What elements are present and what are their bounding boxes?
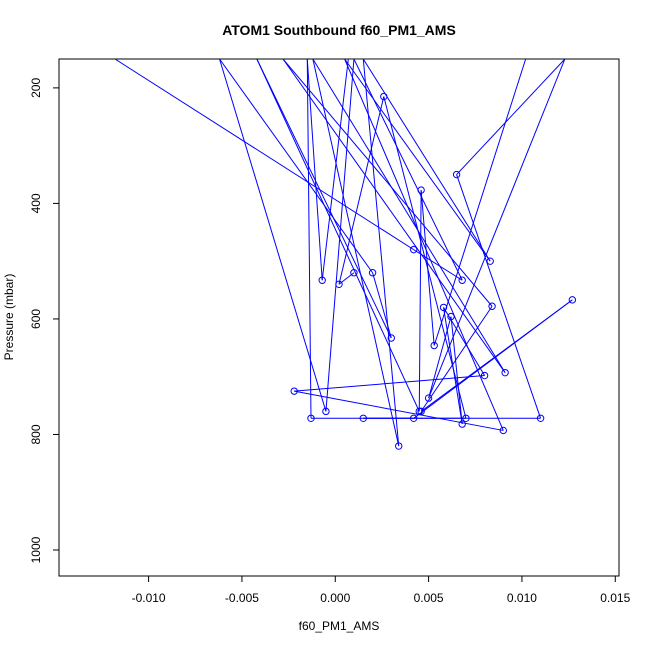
series-line-segment: [362, 59, 491, 262]
series-line-segment: [282, 59, 506, 373]
data-point: [395, 442, 403, 450]
data-point: [458, 420, 466, 428]
x-axis: -0.010 -0.005 0.000 0.005 0.010 0.015: [132, 575, 631, 605]
series-line-segment: [312, 59, 506, 373]
series-line-segment: [256, 59, 392, 339]
y-axis: 200 400 600 800 1000: [29, 78, 60, 563]
x-tick-label: 0.000: [320, 591, 350, 605]
data-point: [350, 269, 358, 277]
data-point: [452, 170, 461, 179]
series-line-segment: [282, 59, 493, 307]
series-line-segment: [362, 59, 400, 447]
series-line-segment: [306, 59, 323, 281]
data-point: [501, 368, 509, 377]
data-point: [447, 312, 455, 321]
series-line-segment: [353, 59, 463, 281]
data-point: [430, 341, 438, 350]
data-point: [486, 257, 494, 265]
data-point: [424, 394, 433, 402]
data-point: [499, 426, 507, 435]
x-tick-label: -0.005: [225, 591, 259, 605]
data-point: [536, 414, 545, 422]
series-line-segment: [338, 96, 385, 285]
series-line-segment: [312, 59, 400, 447]
series-line-segment: [256, 59, 420, 412]
x-tick-label: 0.010: [507, 591, 537, 605]
data-point: [462, 414, 470, 422]
series-line-segment: [420, 305, 493, 412]
series-line-segment: [418, 190, 422, 412]
y-axis-label: Pressure (mbar): [2, 274, 16, 361]
series-line-segment: [325, 59, 355, 412]
data-point: [488, 302, 496, 310]
y-tick-label: 600: [29, 309, 43, 329]
series-line-segment: [450, 316, 463, 425]
data-point: [417, 407, 425, 416]
data-point: [290, 387, 298, 395]
data-point: [439, 303, 448, 312]
data-point: [335, 280, 343, 288]
data-point: [359, 414, 367, 422]
data-point: [568, 296, 577, 304]
x-tick-label: 0.005: [414, 591, 444, 605]
series-line-segment: [294, 375, 485, 392]
x-tick-label: 0.015: [600, 591, 630, 605]
series-line-segment: [344, 59, 504, 431]
data-point: [480, 371, 489, 380]
data-point: [409, 414, 418, 422]
series-line-segment: [433, 59, 527, 346]
data-point: [458, 276, 466, 284]
series-layer: [114, 59, 577, 450]
data-point: [322, 407, 330, 416]
series-line-segment: [344, 59, 491, 262]
series-line-segment: [456, 174, 542, 419]
data-point: [387, 334, 395, 342]
series-line-segment: [321, 59, 349, 281]
data-point: [417, 186, 425, 194]
data-point: [380, 92, 388, 101]
data-point: [318, 276, 326, 284]
data-point: [409, 245, 418, 254]
data-point: [307, 414, 315, 422]
series-line-segment: [413, 299, 573, 419]
series-line-segment: [219, 59, 327, 412]
series-line-segment: [306, 59, 312, 419]
data-point: [368, 269, 377, 277]
y-tick-label: 1000: [29, 536, 43, 563]
data-point: [415, 407, 423, 416]
series-line-segment: [114, 59, 414, 251]
series-line-segment: [219, 59, 374, 274]
series-line-segment: [428, 59, 566, 399]
y-tick-label: 400: [29, 193, 43, 213]
x-axis-label: f60_PM1_AMS: [299, 619, 380, 633]
y-tick-label: 800: [29, 424, 43, 444]
chart-title: ATOM1 Southbound f60_PM1_AMS: [222, 22, 456, 38]
series-line-segment: [383, 96, 467, 419]
series-line-segment: [456, 59, 566, 175]
series-line-segment: [294, 390, 504, 431]
x-tick-label: -0.010: [132, 591, 166, 605]
series-line-segment: [443, 307, 486, 376]
y-tick-label: 200: [29, 78, 43, 98]
